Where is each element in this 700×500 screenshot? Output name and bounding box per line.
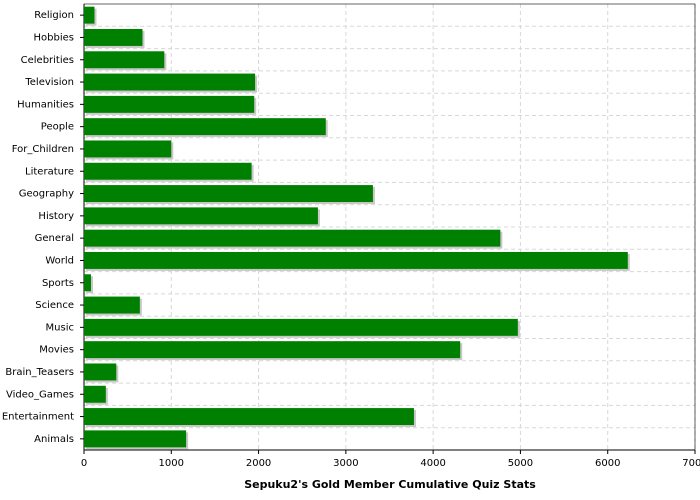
y-tick-label: World bbox=[45, 255, 74, 266]
bar bbox=[84, 251, 628, 269]
y-tick-label: Hobbies bbox=[34, 32, 74, 43]
x-tick-label: 3000 bbox=[333, 458, 358, 469]
bar bbox=[84, 28, 143, 46]
bar bbox=[84, 341, 461, 359]
y-tick-label: Video_Games bbox=[6, 389, 74, 400]
x-tick-label: 2000 bbox=[246, 458, 271, 469]
bar bbox=[84, 118, 326, 136]
bar bbox=[84, 95, 255, 113]
bar bbox=[84, 318, 518, 336]
y-tick-label: Entertainment bbox=[2, 412, 74, 423]
y-tick-label: Celebrities bbox=[21, 55, 74, 66]
y-tick-label: For_Children bbox=[12, 144, 74, 155]
y-tick-label: People bbox=[41, 122, 74, 133]
bar bbox=[84, 274, 91, 292]
y-tick-label: Sports bbox=[42, 278, 74, 289]
y-tick-label: Science bbox=[35, 300, 74, 311]
y-tick-label: Brain_Teasers bbox=[5, 367, 74, 378]
bar bbox=[84, 229, 501, 247]
y-tick-label: Religion bbox=[34, 10, 74, 21]
bar bbox=[84, 385, 106, 403]
bar bbox=[84, 363, 117, 381]
x-tick-label: 1000 bbox=[159, 458, 184, 469]
bar bbox=[84, 73, 256, 91]
y-tick-label: Movies bbox=[39, 345, 74, 356]
x-tick-label: 7000 bbox=[682, 458, 700, 469]
bar bbox=[84, 162, 252, 180]
bar bbox=[84, 185, 373, 203]
y-tick-label: Animals bbox=[34, 434, 74, 445]
bar bbox=[84, 430, 187, 448]
x-tick-label: 0 bbox=[81, 458, 87, 469]
bar bbox=[84, 296, 140, 314]
y-tick-label: Humanities bbox=[17, 99, 74, 110]
bar bbox=[84, 140, 172, 158]
y-tick-label: General bbox=[35, 233, 74, 244]
y-tick-label: Literature bbox=[25, 166, 74, 177]
y-tick-label: Television bbox=[24, 77, 74, 88]
bar bbox=[84, 207, 318, 225]
plot-border bbox=[83, 3, 696, 451]
bar bbox=[84, 6, 95, 24]
bar bbox=[84, 51, 165, 69]
x-tick-label: 4000 bbox=[420, 458, 445, 469]
y-tick-label: Music bbox=[46, 322, 74, 333]
y-tick-label: Geography bbox=[19, 189, 74, 200]
x-tick-label: 5000 bbox=[508, 458, 533, 469]
bar bbox=[84, 408, 414, 426]
y-tick-label: History bbox=[38, 211, 74, 222]
x-tick-label: 6000 bbox=[595, 458, 620, 469]
x-axis-label: Sepuku2's Gold Member Cumulative Quiz St… bbox=[244, 478, 536, 491]
